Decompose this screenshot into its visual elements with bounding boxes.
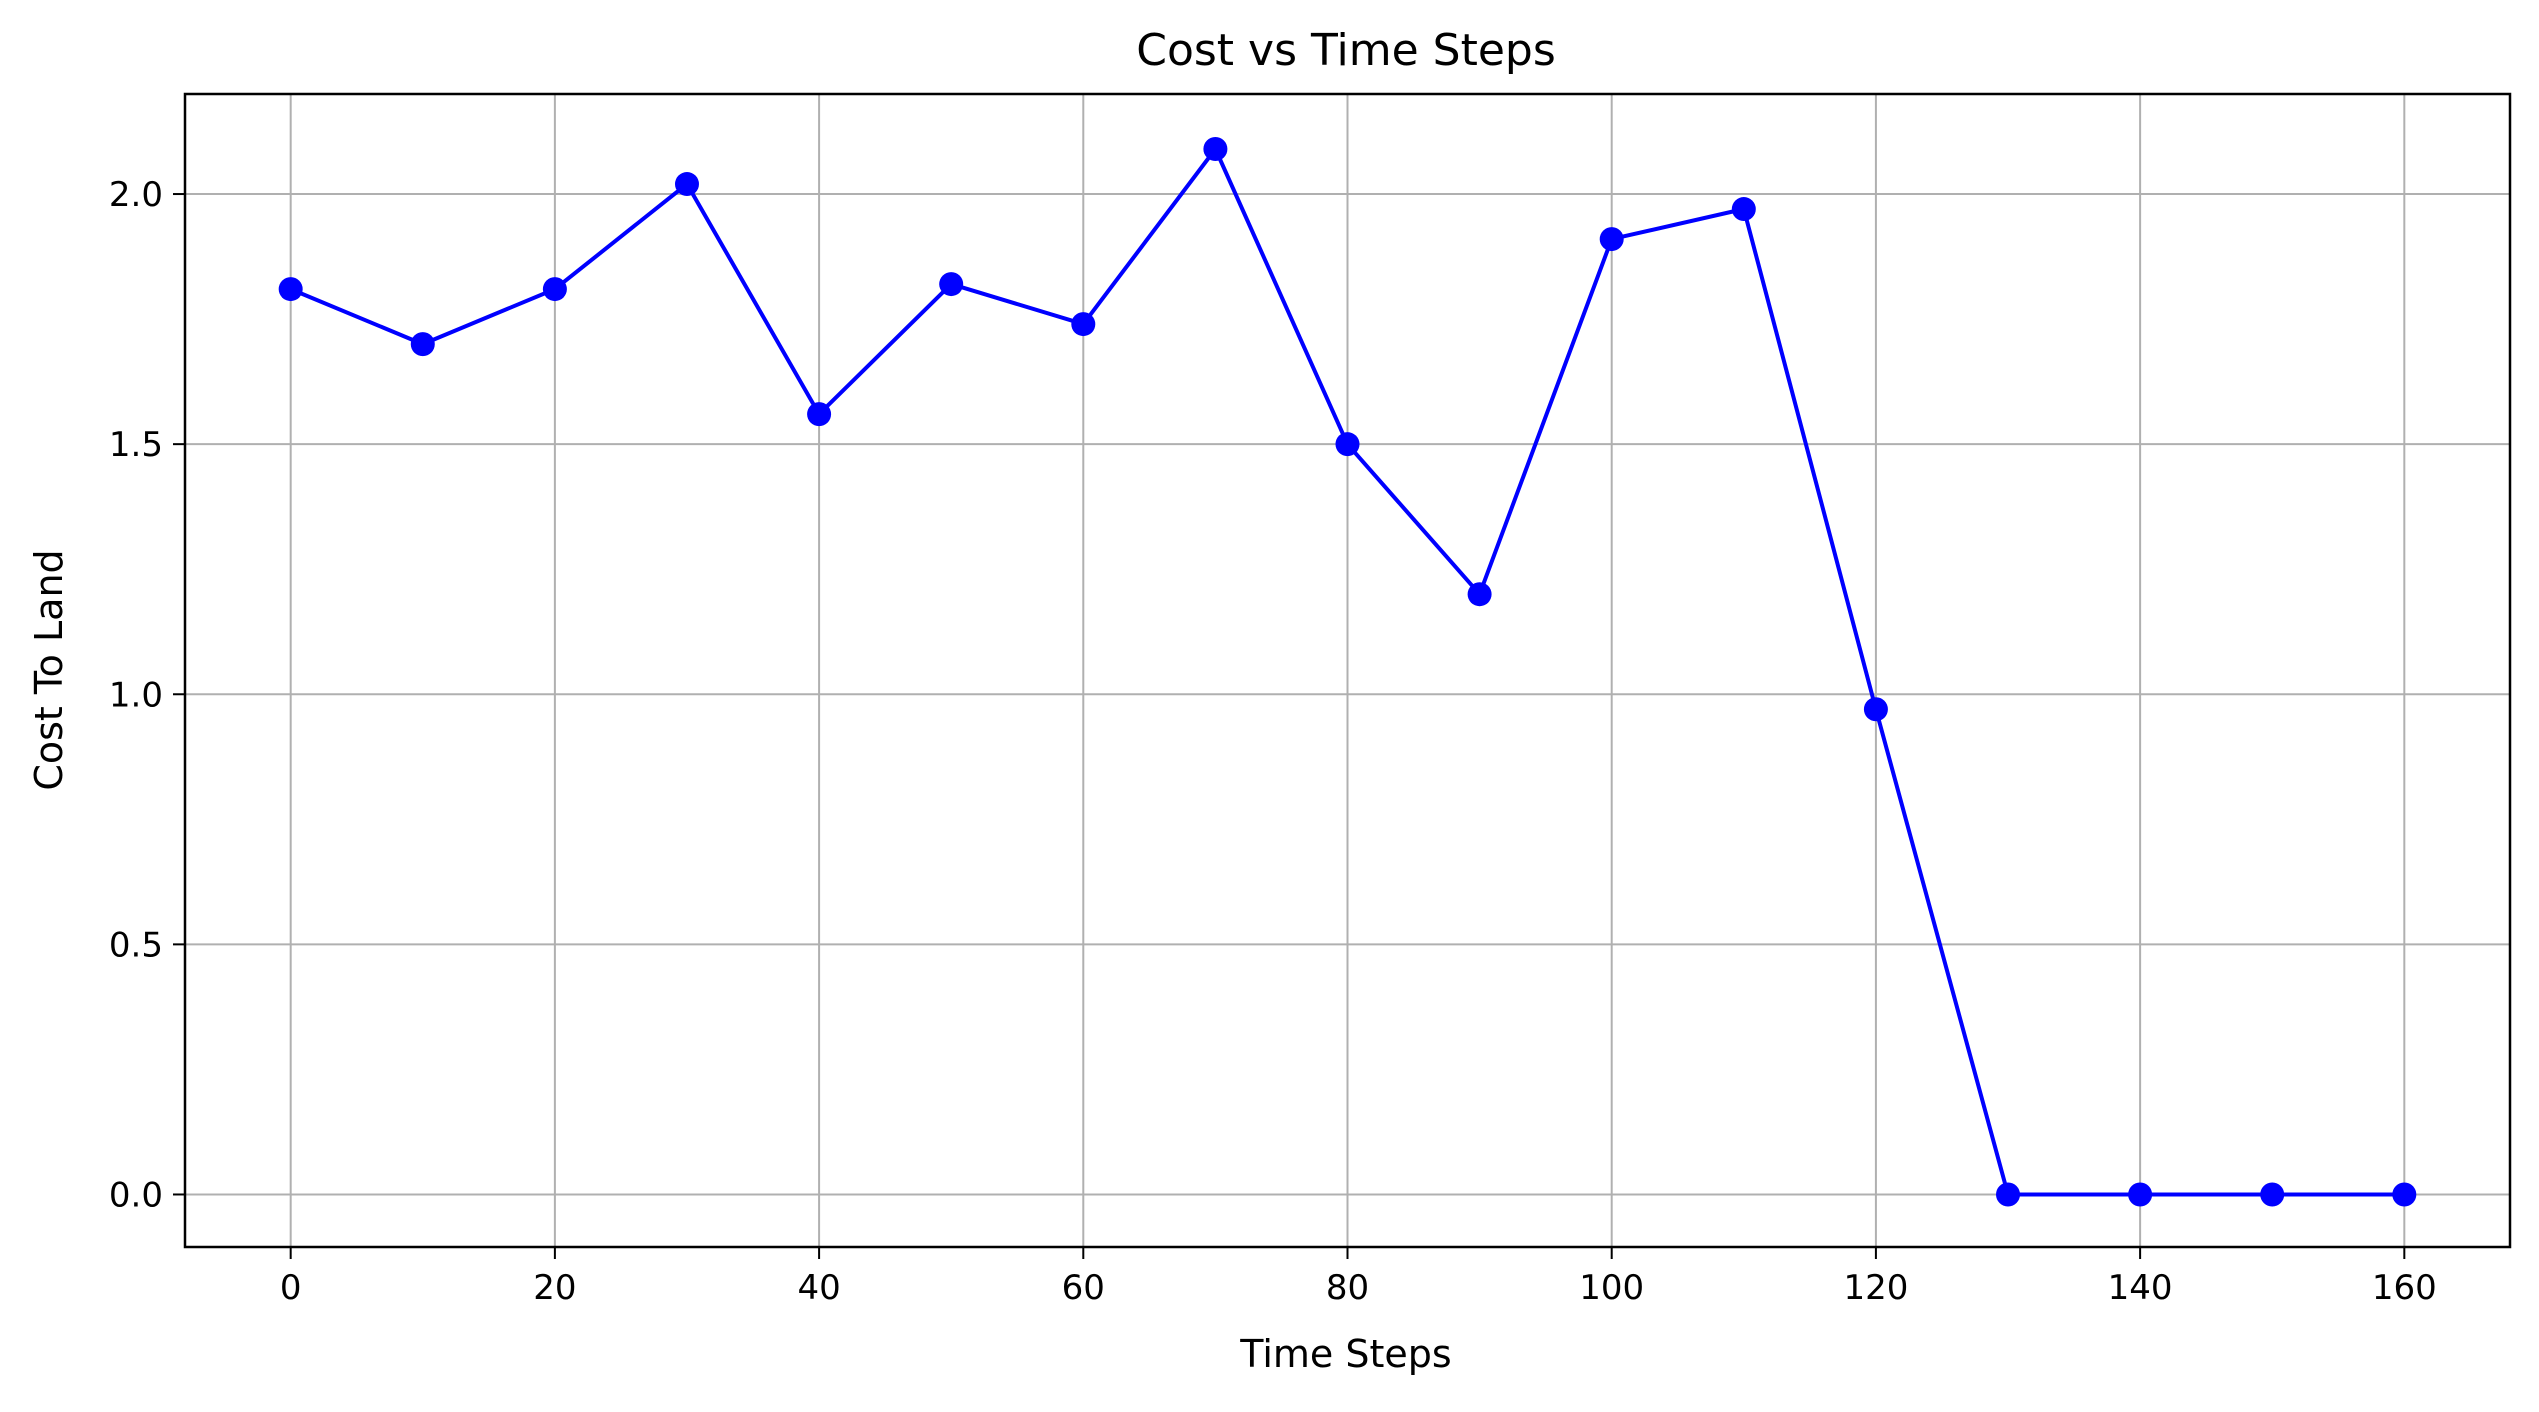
x-tick-label: 0: [280, 1268, 302, 1308]
y-axis-title: Cost To Land: [27, 549, 71, 790]
y-tick-label: 1.5: [109, 425, 163, 465]
x-tick-label: 80: [1326, 1268, 1369, 1308]
data-point: [939, 272, 964, 297]
y-tick-label: 0.0: [109, 1175, 163, 1215]
x-tick-label: 60: [1062, 1268, 1105, 1308]
x-tick-label: 40: [797, 1268, 840, 1308]
data-point: [1467, 582, 1492, 607]
data-point: [1996, 1182, 2021, 1207]
grid: [185, 94, 2510, 1247]
x-tick-label: 160: [2372, 1268, 2437, 1308]
data-point: [807, 402, 832, 427]
data-point: [1731, 197, 1756, 222]
data-point: [2260, 1182, 2285, 1207]
x-tick-label: 120: [1843, 1268, 1908, 1308]
data-point: [2128, 1182, 2153, 1207]
data-point: [1335, 432, 1360, 457]
data-point: [410, 332, 435, 357]
y-tick-label: 2.0: [109, 175, 163, 215]
data-point: [1203, 137, 1228, 162]
data-point: [1863, 697, 1888, 722]
x-tick-label: 20: [533, 1268, 576, 1308]
data-point: [2392, 1182, 2417, 1207]
x-tick-label: 100: [1579, 1268, 1644, 1308]
x-axis-title: Time Steps: [1239, 1332, 1451, 1376]
data-point: [674, 172, 699, 197]
data-point: [542, 277, 567, 302]
data-point: [1599, 227, 1624, 252]
chart-title: Cost vs Time Steps: [1136, 25, 1556, 76]
data-point: [1071, 312, 1096, 337]
ticks: 0 20 40 60 80 100 120 140 160 0.0 0.5 1.0 1.5 2.0: [109, 175, 2437, 1308]
y-tick-label: 1.0: [109, 675, 163, 715]
series-layer: [278, 137, 2417, 1207]
data-point: [278, 277, 303, 302]
y-tick-label: 0.5: [109, 925, 163, 965]
x-tick-label: 140: [2108, 1268, 2173, 1308]
